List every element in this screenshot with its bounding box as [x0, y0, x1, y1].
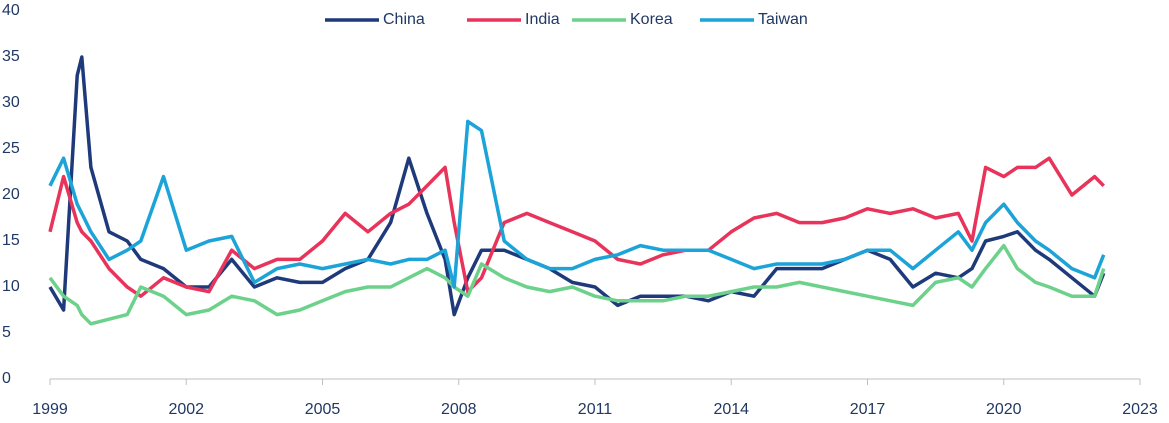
- series-line: [48, 243, 1106, 326]
- legend-label: China: [383, 11, 425, 28]
- x-tick-label: 2014: [713, 401, 749, 418]
- legend-label: Korea: [630, 11, 673, 28]
- y-tick-label: 35: [2, 48, 20, 65]
- x-tick-label: 1999: [32, 401, 68, 418]
- x-tick-label: 2017: [850, 401, 886, 418]
- y-tick-label: 25: [2, 140, 20, 157]
- y-tick-label: 10: [2, 278, 20, 295]
- y-tick-label: 20: [2, 186, 20, 203]
- x-tick-label: 2020: [986, 401, 1022, 418]
- y-tick-label: 0: [2, 370, 11, 387]
- series-line: [48, 156, 1105, 298]
- y-tick-label: 5: [2, 324, 11, 341]
- x-tick-label: 2005: [305, 401, 341, 418]
- x-tick-label: 2008: [441, 401, 477, 418]
- series-line: [48, 119, 1106, 289]
- x-tick-label: 2002: [168, 401, 204, 418]
- series-line: [48, 55, 1106, 317]
- legend-label: Taiwan: [758, 11, 808, 28]
- y-tick-label: 15: [2, 232, 20, 249]
- x-tick-label: 2023: [1122, 401, 1158, 418]
- y-tick-label: 30: [2, 94, 20, 111]
- legend-label: India: [525, 11, 560, 28]
- x-tick-label: 2011: [578, 401, 613, 418]
- y-tick-label: 40: [2, 2, 20, 19]
